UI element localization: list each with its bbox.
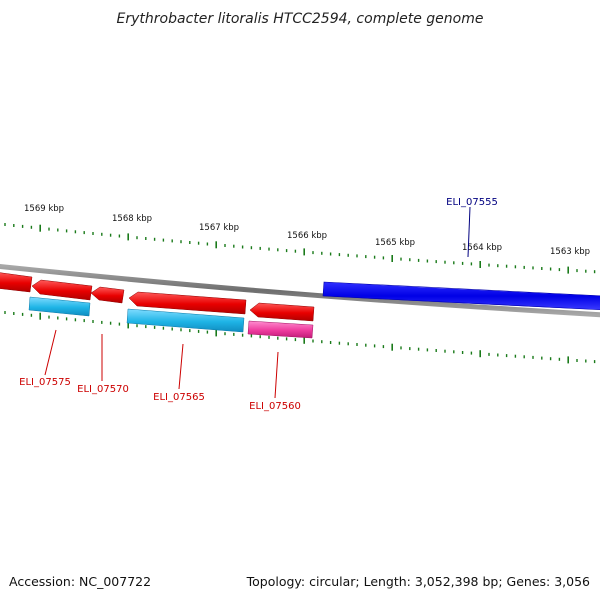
accession-text: Accession: NC_007722 (9, 574, 151, 589)
gene-label-eli-07565[interactable]: ELI_07565 (153, 392, 205, 403)
leader-eli-07565 (178, 343, 184, 390)
gene-label-eli-07555[interactable]: ELI_07555 (446, 197, 498, 208)
gene-reverse-2[interactable] (31, 279, 93, 301)
scale-label-1566: 1566 kbp (287, 231, 327, 241)
scale-ticks-upper (4, 223, 596, 274)
gene-reverse-1[interactable] (0, 272, 33, 293)
gene-reverse-3[interactable] (90, 286, 125, 304)
leader-eli-07575 (44, 329, 57, 376)
gene-eli-07560-pink[interactable] (247, 320, 314, 339)
map-title: Erythrobacter litoralis HTCC2594, comple… (117, 11, 484, 27)
scale-label-1565: 1565 kbp (375, 238, 415, 248)
scale-label-1563: 1563 kbp (550, 247, 590, 257)
gene-label-eli-07560[interactable]: ELI_07560 (249, 401, 301, 412)
genome-backbone (0, 264, 600, 318)
leader-eli-07555 (467, 206, 471, 258)
scale-label-1569: 1569 kbp (24, 204, 64, 214)
leader-eli-07560 (274, 351, 279, 399)
gene-label-eli-07575[interactable]: ELI_07575 (19, 377, 71, 388)
gene-eli-07570-rna[interactable] (28, 296, 91, 317)
genome-summary-text: Topology: circular; Length: 3,052,398 bp… (246, 574, 590, 589)
scale-label-1564: 1564 kbp (462, 243, 502, 253)
gene-reverse-4[interactable] (128, 291, 247, 315)
gene-eli-07565-rna[interactable] (126, 308, 245, 333)
scale-label-1568: 1568 kbp (112, 214, 152, 224)
scale-ticks-lower (4, 311, 596, 364)
gene-label-eli-07570[interactable]: ELI_07570 (77, 384, 129, 395)
scale-label-1567: 1567 kbp (199, 223, 239, 233)
gene-reverse-5[interactable] (249, 302, 315, 322)
